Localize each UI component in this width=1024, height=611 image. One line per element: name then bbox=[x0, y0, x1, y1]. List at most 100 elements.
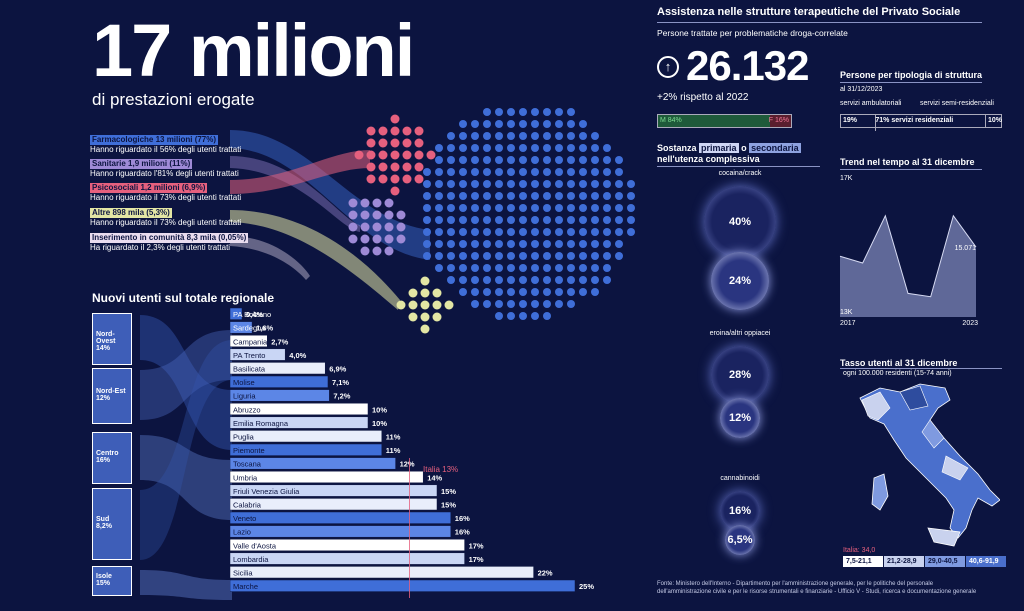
dot-mark bbox=[519, 132, 527, 140]
dot-mark bbox=[615, 204, 623, 212]
dot-mark bbox=[507, 288, 515, 296]
assistenza-subtitle: Persone trattate per problematiche droga… bbox=[657, 28, 848, 38]
dot-mark bbox=[507, 264, 515, 272]
bar bbox=[230, 416, 369, 429]
bar-category-label: Puglia bbox=[233, 433, 255, 442]
treated-count: 26.132 bbox=[686, 42, 809, 89]
dot-mark bbox=[519, 300, 527, 308]
dot-mark bbox=[384, 246, 394, 256]
italia-reference-label: Italia 13% bbox=[423, 465, 459, 474]
dot-mark bbox=[603, 276, 611, 284]
dot-mark bbox=[615, 180, 623, 188]
dot-mark bbox=[531, 144, 539, 152]
dot-mark bbox=[543, 168, 551, 176]
dot-mark bbox=[471, 264, 479, 272]
dot-mark bbox=[378, 162, 388, 172]
dot-mark bbox=[420, 324, 430, 334]
dot-mark bbox=[579, 168, 587, 176]
dot-mark bbox=[408, 312, 418, 322]
bar-value-label: 2,7% bbox=[271, 337, 288, 346]
category-item: Altre 898 mila (5,3%) Hanno riguardato il… bbox=[90, 208, 241, 228]
bar-value-label: 11% bbox=[386, 446, 401, 455]
dot-mark bbox=[507, 204, 515, 212]
tasso-title: Tasso utenti al 31 dicembre bbox=[840, 358, 958, 368]
category-title: Altre 898 mila (5,3%) bbox=[90, 208, 172, 218]
bar-category-label: Sicilia bbox=[233, 569, 253, 578]
semi-label: servizi semi-residenziali bbox=[920, 100, 994, 107]
dot-mark bbox=[459, 252, 467, 260]
bar bbox=[230, 498, 438, 511]
dot-mark bbox=[471, 252, 479, 260]
dot-mark bbox=[483, 264, 491, 272]
dot-mark bbox=[447, 204, 455, 212]
dot-mark bbox=[507, 300, 515, 308]
dot-mark bbox=[459, 204, 467, 212]
bar-value-label: 14% bbox=[427, 473, 442, 482]
category-subtitle: Hanno riguardato il 73% degli utenti tra… bbox=[90, 193, 242, 202]
dot-mark bbox=[591, 228, 599, 236]
dot-mark bbox=[402, 126, 412, 136]
bar bbox=[230, 362, 326, 375]
dot-mark bbox=[579, 192, 587, 200]
dot-mark bbox=[435, 180, 443, 188]
dot-mark bbox=[543, 156, 551, 164]
dot-mark bbox=[555, 276, 563, 284]
dot-mark bbox=[555, 192, 563, 200]
dot-mark bbox=[519, 252, 527, 260]
dot-mark bbox=[531, 204, 539, 212]
dot-mark bbox=[555, 120, 563, 128]
tasso-legend-item: 40,6-91,9 bbox=[966, 556, 1006, 567]
macro-region-name: Isole bbox=[96, 573, 112, 580]
sostanza-title: Sostanza primaria o secondaria nell'uten… bbox=[657, 143, 801, 164]
dot-mark bbox=[444, 300, 454, 310]
dot-mark bbox=[378, 126, 388, 136]
dot-mark bbox=[543, 288, 551, 296]
bar-value-label: 17% bbox=[469, 541, 484, 550]
dot-mark bbox=[483, 120, 491, 128]
bar-category-label: Marche bbox=[233, 582, 258, 591]
macro-region-pct: 15% bbox=[96, 580, 111, 587]
dot-mark bbox=[366, 174, 376, 184]
bar-category-label: Basilicata bbox=[233, 365, 266, 374]
dot-mark bbox=[414, 150, 424, 160]
dot-mark bbox=[471, 120, 479, 128]
macro-region-pct: 16% bbox=[96, 457, 111, 464]
dot-mark bbox=[435, 240, 443, 248]
dot-mark bbox=[495, 204, 503, 212]
change-text: +2% rispetto al 2022 bbox=[657, 92, 749, 103]
dot-mark bbox=[459, 264, 467, 272]
dot-mark bbox=[495, 180, 503, 188]
dot-mark bbox=[495, 228, 503, 236]
dot-mark bbox=[531, 240, 539, 248]
dot-mark bbox=[372, 210, 382, 220]
bar bbox=[230, 308, 243, 320]
dot-mark bbox=[348, 210, 358, 220]
dot-mark bbox=[543, 204, 551, 212]
dot-mark bbox=[495, 156, 503, 164]
dot-mark bbox=[591, 180, 599, 188]
dot-mark bbox=[435, 252, 443, 260]
dot-mark bbox=[435, 144, 443, 152]
dot-mark bbox=[420, 300, 430, 310]
dot-mark bbox=[390, 138, 400, 148]
dot-mark bbox=[555, 108, 563, 116]
dot-mark bbox=[603, 180, 611, 188]
source-note: Fonte: Ministero dell'Interno - Dipartim… bbox=[657, 581, 977, 595]
dot-mark bbox=[591, 288, 599, 296]
bar-category-label: Liguria bbox=[233, 392, 256, 401]
dot-mark bbox=[603, 168, 611, 176]
dot-mark bbox=[447, 252, 455, 260]
secondary-circle: 12% bbox=[720, 398, 760, 438]
dot-mark bbox=[378, 150, 388, 160]
dot-mark bbox=[531, 180, 539, 188]
dot-mark bbox=[567, 228, 575, 236]
dot-mark bbox=[483, 180, 491, 188]
dot-mark bbox=[627, 180, 635, 188]
bar bbox=[230, 348, 286, 361]
dot-mark bbox=[543, 144, 551, 152]
bar bbox=[230, 402, 369, 416]
dot-mark bbox=[567, 168, 575, 176]
dot-mark bbox=[519, 156, 527, 164]
trend-xstart-label: 2017 bbox=[840, 320, 856, 327]
dot-mark bbox=[414, 174, 424, 184]
